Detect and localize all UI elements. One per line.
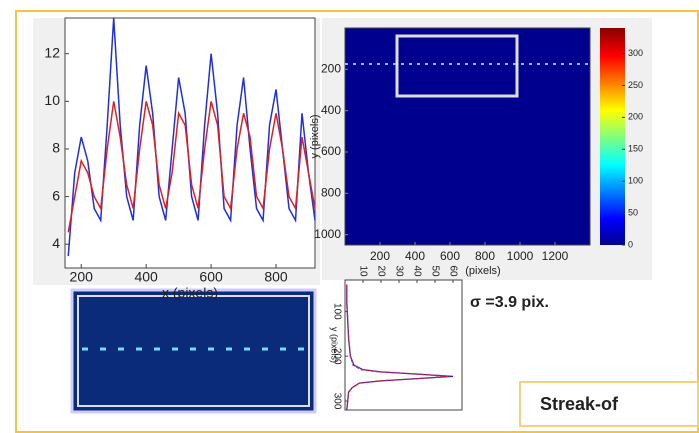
x-tick-label: 400 bbox=[405, 249, 425, 263]
series-line bbox=[346, 284, 450, 411]
y-tick-label: 10 bbox=[44, 92, 60, 108]
x-tick-label: 10 bbox=[357, 265, 368, 277]
x-axis-label: (pixels) bbox=[465, 265, 500, 277]
roi-box bbox=[77, 295, 310, 407]
x-tick-label: 1200 bbox=[542, 249, 569, 263]
series-line bbox=[67, 17, 316, 257]
x-tick-label: 50 bbox=[429, 265, 440, 277]
plot-area bbox=[64, 17, 316, 269]
y-tick-label: 800 bbox=[321, 186, 341, 200]
colorbar-tick-label: 300 bbox=[628, 48, 643, 58]
y-tick-label: 400 bbox=[321, 103, 341, 117]
series-line bbox=[67, 101, 316, 233]
x-tick-label: 30 bbox=[393, 265, 404, 277]
colorbar-tick-label: 100 bbox=[628, 176, 643, 186]
y-tick-label: 200 bbox=[331, 348, 342, 365]
x-tick-label: 200 bbox=[70, 269, 94, 285]
colorbar-tick-label: 250 bbox=[628, 80, 643, 90]
streak-image bbox=[70, 288, 317, 414]
x-tick-label: 60 bbox=[447, 265, 458, 277]
x-tick-label: 20 bbox=[375, 265, 386, 277]
profile-area bbox=[344, 279, 463, 411]
sigma-label: σ =3.9 pix. bbox=[470, 294, 549, 311]
y-axis-label: y (pixels) bbox=[309, 114, 321, 158]
y-tick-label: 100 bbox=[331, 303, 342, 320]
x-tick-label: 600 bbox=[440, 249, 460, 263]
x-tick-label: 800 bbox=[264, 269, 288, 285]
x-tick-label: 600 bbox=[199, 269, 223, 285]
y-tick-label: 6 bbox=[52, 187, 60, 203]
x-tick-label: 800 bbox=[475, 249, 495, 263]
image-area bbox=[344, 27, 591, 246]
y-tick-label: 8 bbox=[52, 140, 60, 156]
y-tick-label: 1000 bbox=[314, 227, 341, 241]
x-tick-label: 200 bbox=[370, 249, 390, 263]
x-tick-label: 40 bbox=[411, 265, 422, 277]
y-tick-label: 300 bbox=[331, 393, 342, 410]
x-tick-label: 400 bbox=[134, 269, 158, 285]
colorbar-tick-label: 200 bbox=[628, 112, 643, 122]
y-tick-label: 600 bbox=[321, 144, 341, 158]
y-tick-label: 12 bbox=[44, 44, 60, 60]
x-axis-label: x (pixels) bbox=[162, 285, 218, 301]
colorbar bbox=[600, 28, 625, 245]
y-tick-label: 200 bbox=[321, 62, 341, 76]
roi-box bbox=[395, 34, 519, 98]
colorbar-tick-label: 150 bbox=[628, 144, 643, 154]
colorbar-tick-label: 0 bbox=[628, 239, 633, 249]
y-tick-label: 4 bbox=[52, 235, 60, 251]
banner-text: Streak-of bbox=[540, 394, 619, 414]
y-axis-label: y (pixels) bbox=[330, 327, 340, 363]
x-tick-label: 1000 bbox=[507, 249, 534, 263]
colorbar-tick-label: 50 bbox=[628, 207, 638, 217]
banner bbox=[519, 381, 699, 427]
